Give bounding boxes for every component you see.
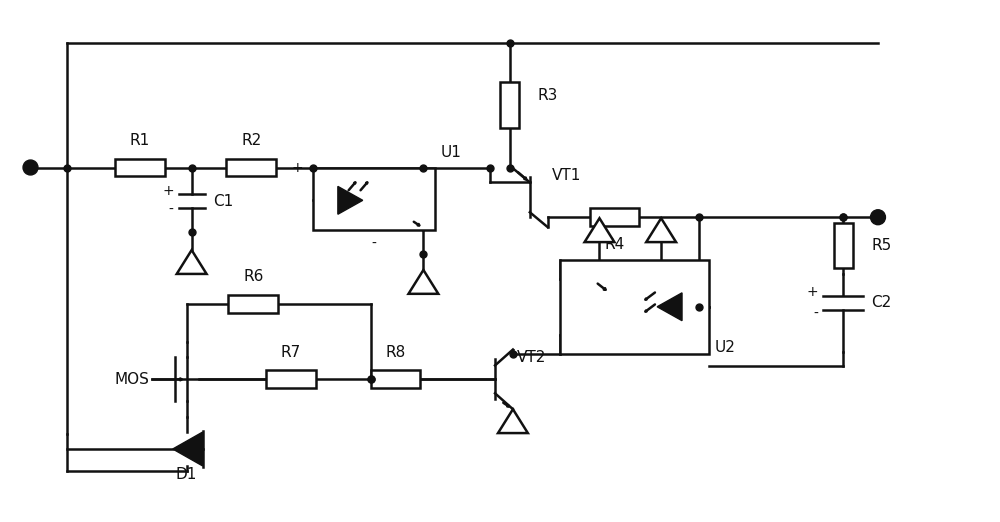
Text: R1: R1 — [130, 133, 150, 148]
Text: R2: R2 — [241, 133, 261, 148]
Polygon shape — [177, 250, 207, 274]
Polygon shape — [408, 270, 438, 294]
Circle shape — [871, 210, 885, 224]
Polygon shape — [657, 293, 682, 321]
Polygon shape — [338, 186, 363, 214]
Bar — [313, 168, 435, 230]
Text: +: + — [291, 160, 303, 174]
Text: +: + — [162, 184, 174, 198]
Text: U1: U1 — [440, 145, 461, 160]
Bar — [834, 223, 853, 268]
Text: -: - — [169, 203, 174, 217]
Bar — [371, 371, 420, 388]
Text: -: - — [632, 268, 637, 282]
Text: R5: R5 — [871, 238, 891, 253]
Polygon shape — [585, 218, 614, 242]
Text: R3: R3 — [538, 88, 558, 103]
Text: D1: D1 — [176, 467, 197, 482]
Text: +: + — [628, 334, 640, 348]
Text: +: + — [807, 285, 818, 299]
Polygon shape — [646, 218, 676, 242]
Text: VT2: VT2 — [517, 350, 546, 365]
Bar — [590, 208, 639, 226]
Bar — [266, 371, 316, 388]
Bar — [115, 159, 165, 176]
Polygon shape — [498, 409, 528, 433]
Text: -: - — [372, 237, 377, 251]
Text: C1: C1 — [214, 194, 234, 209]
Bar — [560, 260, 709, 353]
Text: R7: R7 — [281, 345, 301, 360]
Polygon shape — [173, 432, 203, 466]
Text: U2: U2 — [715, 340, 736, 355]
Text: MOS: MOS — [115, 372, 149, 387]
Bar — [226, 159, 276, 176]
Bar — [228, 295, 278, 313]
Circle shape — [23, 160, 38, 175]
Text: R6: R6 — [243, 269, 264, 284]
Text: R4: R4 — [604, 236, 625, 252]
Text: VT1: VT1 — [552, 168, 581, 183]
Bar — [500, 82, 519, 128]
Text: C2: C2 — [871, 295, 891, 310]
Text: -: - — [813, 307, 818, 321]
Text: R8: R8 — [385, 345, 406, 360]
